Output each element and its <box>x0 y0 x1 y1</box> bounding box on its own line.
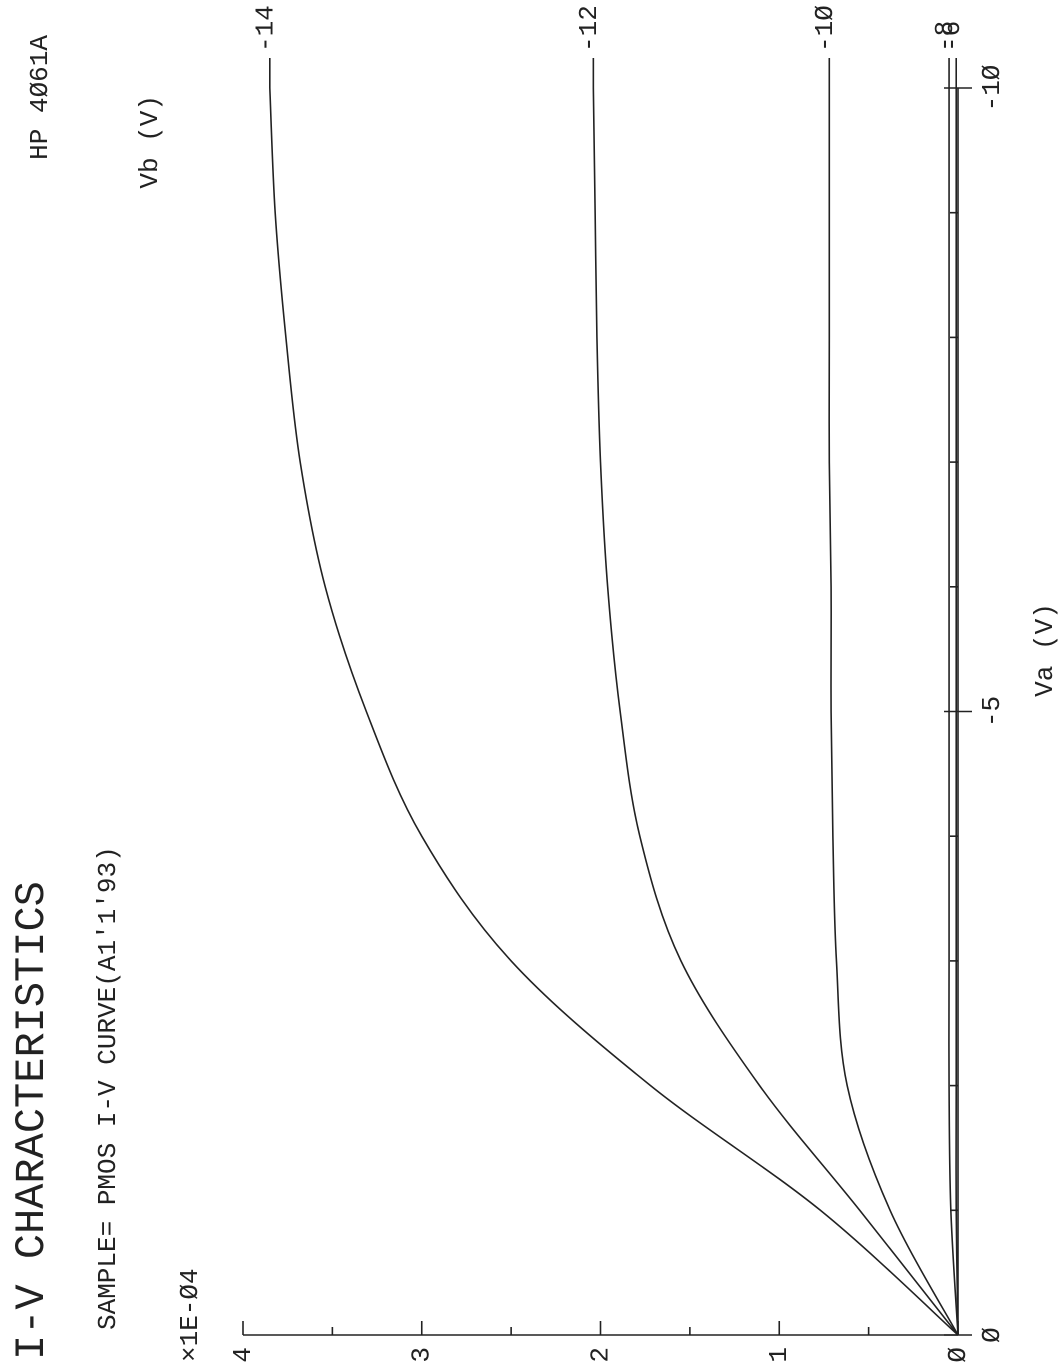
x-tick-label: Ø <box>977 1327 1007 1343</box>
chart-title: I-V CHARACTERISTICS <box>8 881 56 1360</box>
curve-label: -8 <box>930 21 960 52</box>
x-axis-label: Va (V) <box>1030 603 1060 697</box>
y-tick-label: 2 <box>585 1347 615 1363</box>
curve-label: -14 <box>251 5 281 52</box>
y-tick-label: 4 <box>228 1347 258 1363</box>
chart-subtitle: SAMPLE= PMOS I-V CURVE(A1'1'93) <box>93 846 123 1330</box>
x-tick-label: -5 <box>977 696 1007 727</box>
y-tick-label: 1 <box>764 1347 794 1363</box>
curve-label: -1Ø <box>810 5 840 52</box>
y-tick-label: 3 <box>407 1347 437 1363</box>
legend-title: Vb (V) <box>135 95 165 189</box>
y-multiplier: ×1E-Ø4 <box>175 1268 205 1362</box>
curve <box>948 88 959 1336</box>
curve <box>269 87 959 1336</box>
instrument: HP 4Ø61A <box>25 35 55 160</box>
x-tick-label: -1Ø <box>977 65 1007 112</box>
curve-label: -6 <box>937 21 967 52</box>
curve <box>828 88 959 1336</box>
curve-label: -12 <box>574 5 604 52</box>
curve <box>955 88 959 1336</box>
curve <box>592 87 959 1336</box>
y-tick-label: Ø <box>943 1347 973 1363</box>
